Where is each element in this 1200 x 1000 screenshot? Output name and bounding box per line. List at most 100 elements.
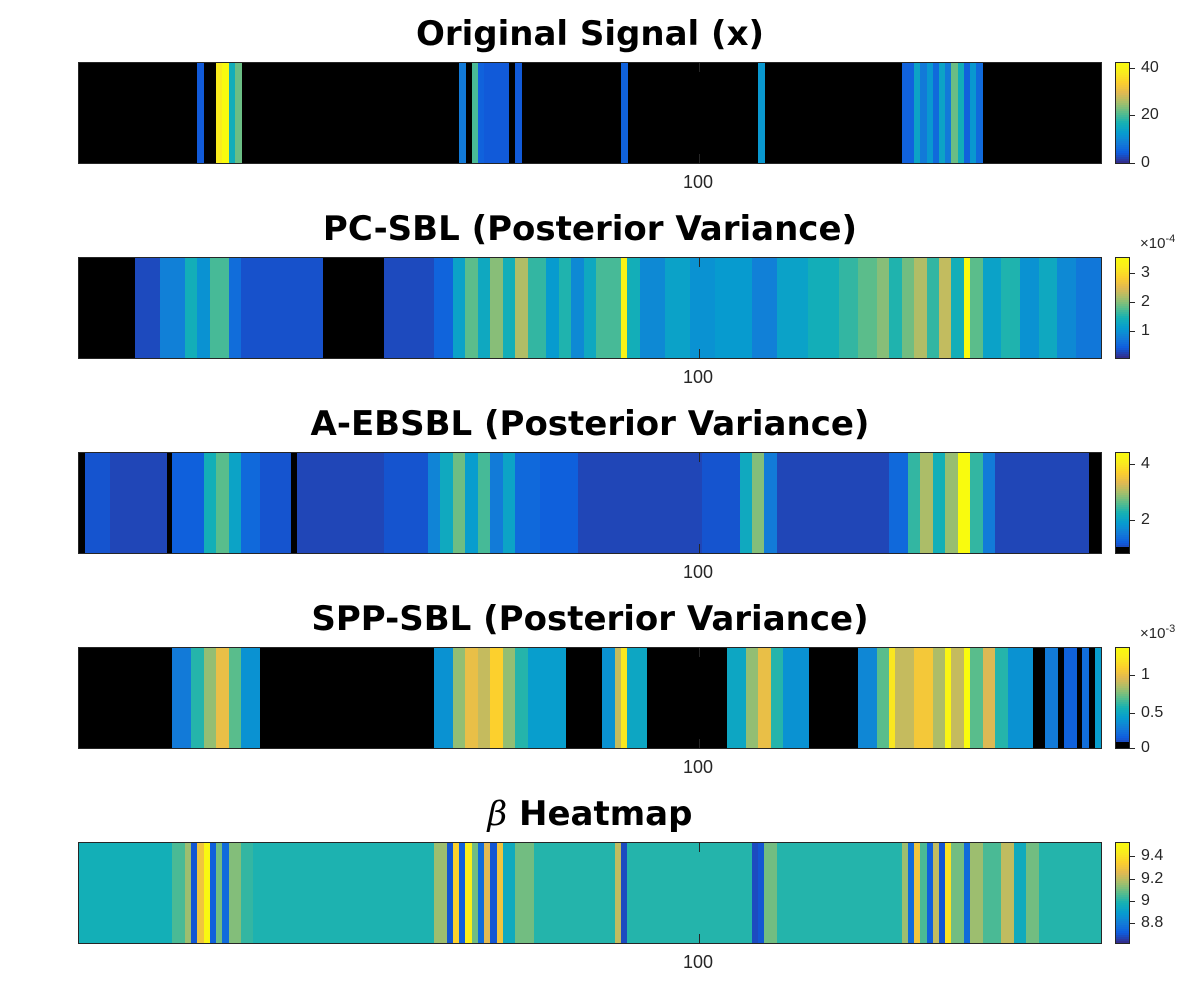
colorbar-segment (1116, 530, 1129, 533)
colorbar-tick-mark (1130, 713, 1135, 715)
heatmap-cell (702, 453, 741, 553)
heatmap-cell (764, 843, 778, 943)
colorbar-segment (1116, 904, 1129, 907)
chart-title-text: Heatmap (507, 794, 693, 834)
colorbar-segment (1116, 154, 1129, 157)
colorbar-tick-label: 1 (1141, 322, 1150, 340)
heatmap-cell (515, 843, 535, 943)
colorbar-segment (1116, 289, 1129, 292)
colorbar-segment (1116, 902, 1129, 905)
colorbar-segment (1116, 884, 1129, 887)
colorbar-tick-label: 1 (1141, 665, 1150, 683)
colorbar-tick-mark (1130, 674, 1135, 676)
colorbar-segment (1116, 520, 1129, 523)
heatmap-cell (951, 63, 959, 163)
colorbar-segment (1116, 500, 1129, 503)
colorbar-segment (1116, 321, 1129, 324)
colorbar-segment (1116, 341, 1129, 344)
colorbar-segment (1116, 456, 1129, 459)
colorbar-segment (1116, 462, 1129, 465)
heatmap-cell (459, 63, 466, 163)
colorbar-segment (1116, 695, 1129, 698)
heatmap-cell (228, 453, 242, 553)
heatmap-cell (982, 843, 1002, 943)
colorbar-exponent-base: ×10 (1140, 625, 1166, 642)
colorbar-segment (1116, 699, 1129, 702)
heatmap-cell (614, 648, 622, 748)
colorbar-segment (1116, 721, 1129, 724)
colorbar-segment (1116, 353, 1129, 356)
heatmap-cell (1001, 258, 1021, 358)
colorbar-segment (1116, 478, 1129, 481)
colorbar-segment (1116, 516, 1129, 519)
x-tick-label: 100 (683, 952, 714, 972)
colorbar-segment (1116, 472, 1129, 475)
heatmap-cell (446, 843, 454, 943)
heatmap-cell (938, 843, 946, 943)
colorbar-segment (1116, 106, 1129, 109)
heatmap-plot-area (78, 62, 1102, 164)
heatmap-cell (621, 648, 628, 748)
colorbar-segment (1116, 898, 1129, 901)
colorbar-segment (1116, 918, 1129, 921)
colorbar-tick-label: 4 (1141, 455, 1150, 473)
colorbar-segment (1116, 846, 1129, 849)
heatmap-cell (963, 843, 971, 943)
heatmap-cell (963, 258, 971, 358)
chart-title: Original Signal (x) (415, 14, 765, 54)
heatmap-cell (839, 258, 859, 358)
heatmap-cell (452, 648, 466, 748)
heatmap-cell (745, 648, 759, 748)
heatmap-cell (184, 843, 192, 943)
colorbar-segment (1116, 715, 1129, 718)
colorbar-segment (1116, 108, 1129, 111)
colorbar-segment (1116, 327, 1129, 330)
heatmap-cell (259, 453, 292, 553)
colorbar-segment (1116, 852, 1129, 855)
colorbar-exponent: ×10-4 (1140, 233, 1175, 252)
colorbar-segment (1116, 498, 1129, 501)
colorbar-segment (1116, 152, 1129, 155)
heatmap-cell (577, 453, 703, 553)
heatmap-cell (1026, 843, 1040, 943)
colorbar-segment (1116, 122, 1129, 125)
heatmap-cell (889, 648, 896, 748)
colorbar-segment (1116, 269, 1129, 272)
heatmap-cell (970, 258, 984, 358)
colorbar-zero-segment (1116, 742, 1129, 748)
heatmap-cell (764, 453, 778, 553)
colorbar-segment (1116, 856, 1129, 859)
colorbar-segment (1116, 940, 1129, 943)
heatmap-cell (783, 648, 809, 748)
heatmap-cell (241, 453, 261, 553)
colorbar-segment (1116, 480, 1129, 483)
heatmap-cell (876, 648, 890, 748)
colorbar-segment (1116, 453, 1129, 455)
colorbar-segment (1116, 528, 1129, 531)
colorbar-segment (1116, 733, 1129, 736)
colorbar-segment (1116, 78, 1129, 81)
heatmap-cell (621, 258, 628, 358)
heatmap-cell (914, 258, 927, 358)
heatmap-cell (440, 453, 454, 553)
colorbar-tick-label: 0.5 (1141, 704, 1164, 722)
heatmap-cell (914, 843, 921, 943)
colorbar-exponent-base: ×10 (1140, 235, 1166, 252)
colorbar-segment (1116, 114, 1129, 117)
colorbar-segment (1116, 536, 1129, 539)
colorbar-segment (1116, 134, 1129, 137)
colorbar-tick-mark (1130, 856, 1135, 858)
colorbar-segment (1116, 675, 1129, 678)
heatmap-panel-5: β Heatmap 100 8.8 9 9.2 9.4 (0, 780, 1200, 975)
heatmap-cell (957, 453, 971, 553)
colorbar-segment (1116, 544, 1129, 547)
colorbar-segment (1116, 92, 1129, 95)
colorbar-segment (1116, 267, 1129, 270)
colorbar-segment (1116, 900, 1129, 903)
colorbar-segment (1116, 727, 1129, 730)
colorbar-segment (1116, 542, 1129, 545)
colorbar-segment (1116, 673, 1129, 676)
heatmap-plot-area (78, 452, 1102, 554)
x-tick-mark (699, 739, 701, 748)
colorbar-segment (1116, 697, 1129, 700)
